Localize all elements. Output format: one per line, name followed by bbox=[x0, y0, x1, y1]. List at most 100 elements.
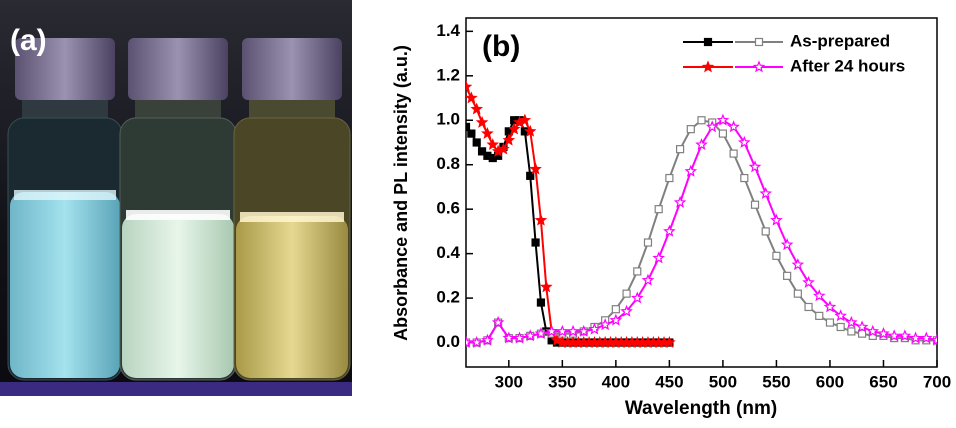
series-line bbox=[466, 86, 670, 344]
marker bbox=[536, 298, 546, 307]
marker bbox=[703, 37, 713, 47]
marker bbox=[523, 124, 537, 137]
y-tick-label: 0.8 bbox=[436, 154, 460, 173]
plot-frame bbox=[465, 17, 938, 368]
marker bbox=[566, 324, 580, 337]
y-tick-label: 1.4 bbox=[436, 21, 460, 40]
marker bbox=[481, 333, 494, 346]
marker bbox=[523, 329, 537, 342]
marker bbox=[598, 318, 612, 331]
x-tick-label: 650 bbox=[869, 372, 897, 391]
marker bbox=[898, 329, 912, 342]
marker bbox=[930, 333, 937, 346]
marker bbox=[502, 133, 516, 146]
marker bbox=[466, 335, 473, 348]
y-tick-label: 0.2 bbox=[436, 288, 460, 307]
marker bbox=[641, 273, 655, 286]
marker bbox=[729, 149, 738, 158]
x-tick-label: 400 bbox=[602, 372, 630, 391]
y-tick-label: 0.0 bbox=[436, 332, 460, 351]
marker bbox=[716, 113, 730, 126]
x-axis-title: Wavelength (nm) bbox=[625, 398, 777, 419]
marker bbox=[791, 258, 805, 271]
marker bbox=[470, 102, 483, 115]
marker bbox=[770, 213, 783, 226]
marker bbox=[477, 147, 487, 156]
marker bbox=[577, 324, 591, 337]
marker bbox=[750, 200, 760, 209]
marker bbox=[466, 80, 473, 93]
marker bbox=[780, 238, 794, 251]
series-line bbox=[466, 119, 937, 344]
legend-label: As-prepared bbox=[790, 31, 890, 50]
marker bbox=[836, 322, 845, 332]
marker bbox=[609, 313, 623, 326]
marker bbox=[793, 289, 802, 298]
marker bbox=[663, 224, 676, 237]
legend-label: After 24 hours bbox=[790, 56, 905, 75]
marker bbox=[825, 318, 835, 327]
marker bbox=[754, 37, 764, 47]
marker bbox=[466, 91, 478, 104]
marker bbox=[823, 300, 837, 313]
x-tick-label: 700 bbox=[923, 372, 951, 391]
marker bbox=[534, 213, 548, 226]
y-tick-label: 0.4 bbox=[436, 243, 460, 262]
marker bbox=[534, 327, 548, 340]
marker bbox=[466, 122, 471, 132]
marker bbox=[497, 142, 510, 155]
marker bbox=[705, 120, 719, 133]
marker bbox=[740, 173, 749, 183]
marker bbox=[752, 60, 766, 73]
marker bbox=[633, 267, 642, 276]
marker bbox=[643, 238, 653, 247]
marker bbox=[718, 129, 728, 138]
x-tick-label: 350 bbox=[548, 372, 576, 391]
y-tick-label: 1.2 bbox=[436, 65, 460, 84]
panel-label: (a) bbox=[10, 24, 47, 57]
y-tick-label: 1.0 bbox=[436, 110, 460, 129]
marker bbox=[761, 227, 770, 236]
vial-yellow bbox=[233, 38, 351, 381]
marker bbox=[866, 324, 880, 337]
x-tick-label: 500 bbox=[709, 372, 737, 391]
vial-green bbox=[119, 38, 237, 381]
marker bbox=[529, 162, 542, 175]
marker bbox=[697, 116, 706, 125]
marker bbox=[526, 171, 535, 180]
marker bbox=[847, 327, 856, 336]
marker bbox=[588, 322, 601, 335]
panel-label: (b) bbox=[482, 30, 520, 63]
marker bbox=[540, 280, 553, 293]
marker bbox=[665, 173, 674, 183]
marker bbox=[611, 305, 620, 314]
marker bbox=[772, 251, 781, 260]
marker bbox=[857, 329, 867, 338]
marker bbox=[815, 311, 824, 320]
marker bbox=[550, 333, 564, 346]
photo: (a) bbox=[0, 0, 352, 396]
marker bbox=[804, 302, 813, 312]
marker bbox=[877, 327, 890, 340]
marker bbox=[686, 125, 695, 134]
y-tick-label: 0.6 bbox=[436, 199, 460, 218]
marker bbox=[620, 304, 633, 317]
marker bbox=[491, 315, 505, 328]
marker bbox=[486, 138, 500, 151]
marker bbox=[556, 324, 569, 337]
marker bbox=[507, 122, 521, 135]
marker bbox=[802, 275, 815, 288]
marker bbox=[675, 145, 685, 154]
marker bbox=[701, 60, 715, 73]
marker bbox=[531, 238, 540, 247]
marker bbox=[738, 135, 751, 148]
marker bbox=[545, 324, 558, 337]
marker bbox=[472, 138, 481, 147]
x-tick-label: 300 bbox=[495, 372, 523, 391]
marker bbox=[834, 309, 847, 322]
marker bbox=[887, 329, 901, 342]
x-tick-label: 450 bbox=[655, 372, 683, 391]
marker bbox=[759, 187, 773, 199]
marker bbox=[513, 331, 526, 344]
